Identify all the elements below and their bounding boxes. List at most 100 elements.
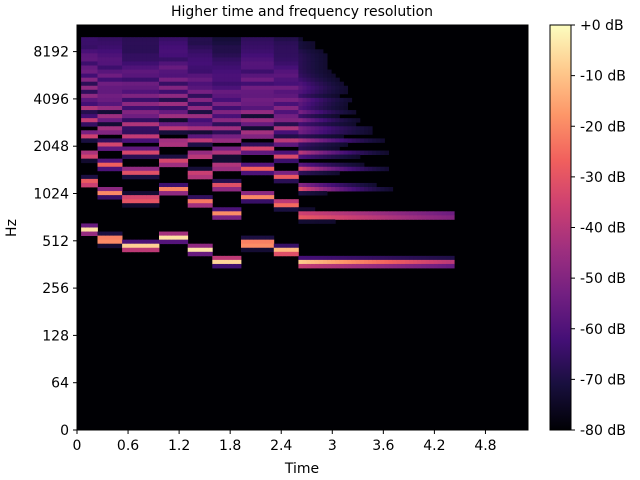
heatmap-cell — [118, 130, 123, 135]
heatmap-cell — [191, 247, 197, 253]
heatmap-cell — [359, 130, 365, 135]
heatmap-cell — [392, 211, 398, 216]
heatmap-cell — [118, 53, 123, 58]
heatmap-cell — [269, 146, 275, 151]
heatmap-cell — [163, 106, 168, 111]
heatmap-cell — [273, 57, 279, 62]
heatmap-cell — [212, 207, 217, 212]
heatmap-cell — [179, 61, 184, 66]
heatmap-cell — [167, 81, 172, 87]
heatmap-cell — [85, 53, 90, 58]
heatmap-cell — [154, 49, 160, 54]
heatmap-cell — [216, 93, 221, 99]
heatmap-cell — [183, 49, 189, 54]
heatmap-cell — [355, 182, 361, 188]
heatmap-cell — [228, 263, 234, 269]
heatmap-cell — [294, 142, 299, 147]
heatmap-cell — [97, 142, 102, 147]
heatmap-cell — [126, 73, 131, 79]
heatmap-cell — [298, 166, 303, 172]
heatmap-cell — [204, 45, 209, 50]
heatmap-cell — [241, 37, 246, 42]
heatmap-cell — [290, 57, 295, 62]
heatmap-cell — [122, 170, 127, 176]
heatmap-cell — [187, 118, 193, 123]
heatmap-cell — [306, 49, 312, 54]
heatmap-cell — [282, 150, 287, 155]
heatmap-cell — [208, 41, 213, 46]
heatmap-cell — [310, 73, 316, 79]
heatmap-cell — [294, 41, 299, 46]
heatmap-cell — [261, 89, 266, 95]
heatmap-cell — [261, 53, 266, 58]
heatmap-cell — [220, 45, 225, 50]
colorbar-axis: +0 dB-10 dB-20 dB-30 dB-40 dB-50 dB-60 d… — [571, 18, 626, 439]
heatmap-cell — [122, 166, 127, 172]
heatmap-cell — [277, 57, 283, 62]
heatmap-cell — [310, 166, 316, 172]
heatmap-cell — [314, 211, 320, 216]
heatmap-cell — [277, 49, 283, 54]
heatmap-cell — [306, 142, 312, 147]
heatmap-cell — [142, 73, 148, 79]
heatmap-cell — [290, 114, 295, 119]
heatmap-cell — [167, 158, 172, 164]
heatmap-cell — [130, 85, 135, 91]
heatmap-cell — [89, 101, 94, 107]
heatmap-cell — [216, 146, 221, 151]
heatmap-cell — [150, 65, 156, 70]
heatmap-cell — [364, 166, 369, 172]
heatmap-cell — [273, 81, 279, 87]
heatmap-cell — [154, 118, 160, 123]
heatmap-cell — [228, 150, 234, 155]
heatmap-cell — [118, 49, 123, 54]
heatmap-cell — [228, 215, 234, 220]
heatmap-cell — [249, 170, 254, 176]
heatmap-cell — [146, 191, 152, 196]
heatmap-cell — [150, 106, 156, 111]
heatmap-cell — [232, 182, 238, 188]
heatmap-cell — [302, 130, 307, 135]
heatmap-cell — [195, 89, 201, 95]
heatmap-cell — [134, 154, 139, 160]
heatmap-cell — [122, 130, 127, 135]
heatmap-cell — [261, 49, 266, 54]
heatmap-cell — [146, 97, 152, 103]
heatmap-cell — [318, 114, 324, 119]
heatmap-cell — [220, 114, 225, 119]
heatmap-cell — [302, 215, 307, 220]
heatmap-cell — [241, 150, 246, 155]
heatmap-cell — [388, 211, 394, 216]
heatmap-cell — [417, 255, 422, 261]
heatmap-cell — [183, 158, 189, 164]
heatmap-cell — [384, 187, 389, 192]
heatmap-cell — [85, 85, 90, 91]
heatmap-cell — [113, 106, 119, 111]
heatmap-cell — [179, 57, 184, 62]
heatmap-cell — [290, 207, 295, 212]
heatmap-cell — [294, 158, 299, 164]
heatmap-cell — [224, 146, 230, 151]
heatmap-cell — [179, 65, 184, 70]
heatmap-cell — [380, 166, 385, 172]
heatmap-cell — [335, 122, 340, 127]
heatmap-cell — [122, 126, 127, 131]
heatmap-cell — [286, 114, 291, 119]
heatmap-cell — [323, 219, 328, 224]
heatmap-cell — [368, 138, 373, 143]
heatmap-cell — [318, 154, 324, 160]
heatmap-cell — [130, 146, 135, 151]
heatmap-cell — [208, 106, 213, 111]
heatmap-cell — [216, 61, 221, 66]
heatmap-cell — [318, 93, 324, 99]
heatmap-cell — [220, 69, 225, 74]
heatmap-cell — [286, 207, 291, 212]
heatmap-cell — [89, 57, 94, 62]
heatmap-cell — [191, 89, 197, 95]
heatmap-cell — [154, 122, 160, 127]
heatmap-cell — [286, 130, 291, 135]
heatmap-cell — [372, 263, 377, 269]
heatmap-cell — [318, 211, 324, 216]
heatmap-cell — [433, 263, 439, 269]
heatmap-cell — [187, 85, 193, 91]
